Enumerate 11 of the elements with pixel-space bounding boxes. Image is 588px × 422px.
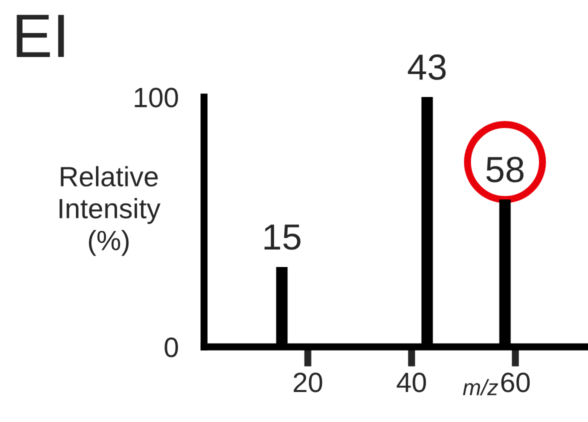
y-tick-label: 0 [164,338,178,358]
x-tick-label: 20 [294,372,322,392]
annotation: 15 [264,224,300,250]
chart-title: EI [16,14,64,57]
y-tick-label: 100 [134,88,178,108]
annotation: 58 [486,156,524,182]
y-axis-title: Relative Intensity (%) [60,166,160,256]
x-axis-title: m/z [462,378,498,396]
x-tick-label: 60 [501,372,530,392]
annotation: 43 [408,54,446,80]
x-tick-label: 40 [396,372,426,392]
